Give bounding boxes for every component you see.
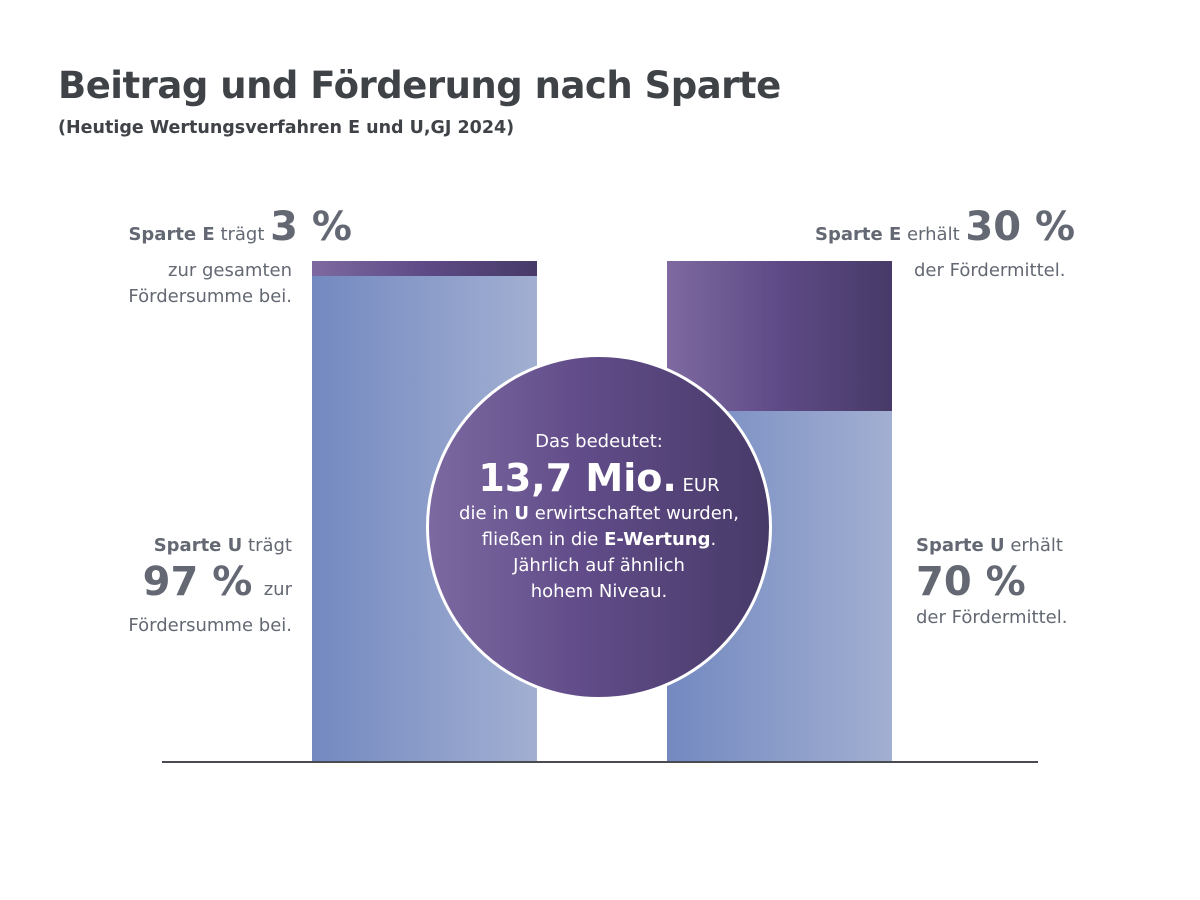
label-bold: Sparte E [128,224,215,245]
label-pct: 97 % [142,559,253,605]
chart-title: Beitrag und Förderung nach Sparte [58,64,781,107]
label-pct: 70 % [916,559,1026,605]
bar-beitrag-segment-e [312,261,537,277]
label-verb: trägt [248,535,292,556]
chart-subtitle: (Heutige Wertungsverfahren E und U,GJ 20… [58,118,515,138]
circle-text: . [710,529,717,550]
circle-amount: 13,7 Mio. [478,456,677,500]
circle-intro: Das bedeutet: [535,431,663,452]
label-bold: Sparte U [916,535,1005,556]
circle-text-bold: U [514,503,530,524]
circle-text: hohem Niveau. [530,581,668,602]
label-suffix: zur [263,579,292,600]
label-e-left: Sparte E trägt 3 % [128,207,352,248]
label-e-right: Sparte E erhält 30 % [815,207,1075,248]
label-verb: trägt [220,224,265,245]
bar-foerdermittel-segment-e [667,261,892,412]
circle-currency: EUR [682,475,720,496]
label-e-right-desc: der Fördermittel. [914,260,1066,281]
circle-text: Jährlich auf ähnlich [513,555,685,576]
label-line: der Fördermittel. [916,607,1068,628]
label-bold: Sparte U [153,535,243,556]
label-u-left: Sparte U trägt 97 % zur Fördersumme bei. [128,533,292,639]
label-pct: 3 % [270,204,352,250]
circle-text-bold: E-Wertung [604,529,711,550]
label-u-right: Sparte U erhält 70 % der Fördermittel. [916,533,1067,631]
circle-text: fließen in die [481,529,599,550]
label-verb: erhält [906,224,960,245]
label-line: zur gesamten [168,260,292,281]
label-e-left-desc: zur gesamten Fördersumme bei. [128,258,292,310]
label-verb: erhält [1010,535,1063,556]
circle-text: die in [459,503,509,524]
label-line: Fördersumme bei. [128,286,292,307]
label-bold: Sparte E [815,224,902,245]
label-line: Fördersumme bei. [128,615,292,636]
info-circle: Das bedeutet: 13,7 Mio. EUR die in U erw… [426,354,772,700]
label-pct: 30 % [965,204,1076,250]
circle-text: erwirtschaftet wurden, [534,503,739,524]
baseline [162,761,1038,763]
